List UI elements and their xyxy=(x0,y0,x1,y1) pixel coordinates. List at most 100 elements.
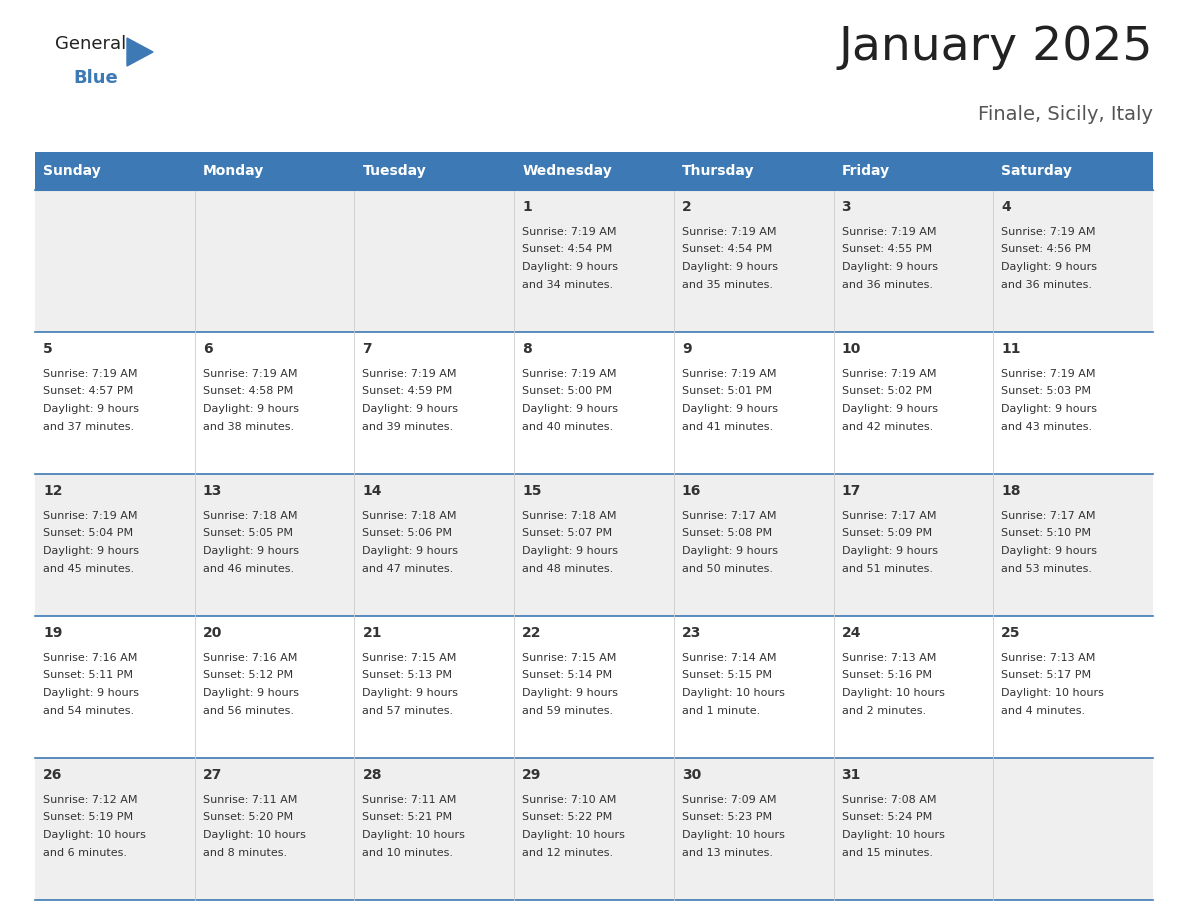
Text: Sunset: 4:55 PM: Sunset: 4:55 PM xyxy=(841,244,931,254)
Text: 27: 27 xyxy=(203,768,222,782)
Text: Daylight: 10 hours: Daylight: 10 hours xyxy=(203,830,305,840)
Text: Sunset: 5:06 PM: Sunset: 5:06 PM xyxy=(362,529,453,539)
Text: and 50 minutes.: and 50 minutes. xyxy=(682,564,773,574)
Text: 20: 20 xyxy=(203,626,222,640)
Text: Blue: Blue xyxy=(72,69,118,87)
Bar xyxy=(34,332,1154,474)
Text: Sunset: 5:17 PM: Sunset: 5:17 PM xyxy=(1001,670,1092,680)
Text: Sunrise: 7:13 AM: Sunrise: 7:13 AM xyxy=(841,653,936,663)
Text: 7: 7 xyxy=(362,342,372,356)
Text: and 35 minutes.: and 35 minutes. xyxy=(682,279,773,289)
Text: and 37 minutes.: and 37 minutes. xyxy=(43,421,134,431)
Text: 2: 2 xyxy=(682,200,691,214)
Text: and 1 minute.: and 1 minute. xyxy=(682,706,760,715)
Text: 11: 11 xyxy=(1001,342,1020,356)
Text: Finale, Sicily, Italy: Finale, Sicily, Italy xyxy=(978,105,1154,124)
Text: Daylight: 9 hours: Daylight: 9 hours xyxy=(203,546,298,556)
Text: Daylight: 9 hours: Daylight: 9 hours xyxy=(841,546,937,556)
Bar xyxy=(674,152,834,190)
Text: Daylight: 9 hours: Daylight: 9 hours xyxy=(841,404,937,414)
Text: Daylight: 9 hours: Daylight: 9 hours xyxy=(682,404,778,414)
Text: 4: 4 xyxy=(1001,200,1011,214)
Text: Sunrise: 7:19 AM: Sunrise: 7:19 AM xyxy=(1001,369,1095,379)
Text: Daylight: 10 hours: Daylight: 10 hours xyxy=(362,830,466,840)
Text: Sunrise: 7:18 AM: Sunrise: 7:18 AM xyxy=(523,511,617,521)
Text: Sunset: 5:19 PM: Sunset: 5:19 PM xyxy=(43,812,133,823)
Text: 5: 5 xyxy=(43,342,52,356)
Text: Daylight: 9 hours: Daylight: 9 hours xyxy=(203,404,298,414)
Text: General: General xyxy=(55,35,126,53)
Text: Daylight: 9 hours: Daylight: 9 hours xyxy=(1001,262,1098,272)
Text: and 4 minutes.: and 4 minutes. xyxy=(1001,706,1086,715)
Text: Sunset: 5:08 PM: Sunset: 5:08 PM xyxy=(682,529,772,539)
Text: Sunset: 4:54 PM: Sunset: 4:54 PM xyxy=(523,244,612,254)
Text: Sunrise: 7:19 AM: Sunrise: 7:19 AM xyxy=(523,369,617,379)
Text: and 46 minutes.: and 46 minutes. xyxy=(203,564,293,574)
Text: and 42 minutes.: and 42 minutes. xyxy=(841,421,933,431)
Text: Sunset: 5:24 PM: Sunset: 5:24 PM xyxy=(841,812,931,823)
Text: and 38 minutes.: and 38 minutes. xyxy=(203,421,293,431)
Text: Sunrise: 7:15 AM: Sunrise: 7:15 AM xyxy=(523,653,617,663)
Text: 3: 3 xyxy=(841,200,851,214)
Text: Sunrise: 7:18 AM: Sunrise: 7:18 AM xyxy=(203,511,297,521)
Text: 31: 31 xyxy=(841,768,861,782)
Text: 16: 16 xyxy=(682,484,701,498)
Text: and 54 minutes.: and 54 minutes. xyxy=(43,706,134,715)
Text: Sunset: 5:16 PM: Sunset: 5:16 PM xyxy=(841,670,931,680)
Text: Sunrise: 7:17 AM: Sunrise: 7:17 AM xyxy=(1001,511,1095,521)
Text: and 53 minutes.: and 53 minutes. xyxy=(1001,564,1092,574)
Text: Daylight: 9 hours: Daylight: 9 hours xyxy=(362,688,459,698)
Text: and 39 minutes.: and 39 minutes. xyxy=(362,421,454,431)
Text: Sunset: 5:02 PM: Sunset: 5:02 PM xyxy=(841,386,931,397)
Text: Sunset: 5:12 PM: Sunset: 5:12 PM xyxy=(203,670,292,680)
Text: Sunrise: 7:13 AM: Sunrise: 7:13 AM xyxy=(1001,653,1095,663)
Text: Daylight: 9 hours: Daylight: 9 hours xyxy=(1001,404,1098,414)
Text: Sunset: 4:54 PM: Sunset: 4:54 PM xyxy=(682,244,772,254)
Text: Daylight: 9 hours: Daylight: 9 hours xyxy=(523,546,618,556)
Text: Daylight: 9 hours: Daylight: 9 hours xyxy=(523,404,618,414)
Text: 26: 26 xyxy=(43,768,62,782)
Bar xyxy=(354,152,514,190)
Text: and 13 minutes.: and 13 minutes. xyxy=(682,847,773,857)
Text: Thursday: Thursday xyxy=(682,164,754,178)
Bar xyxy=(34,190,1154,332)
Text: Sunrise: 7:15 AM: Sunrise: 7:15 AM xyxy=(362,653,457,663)
Text: Sunrise: 7:12 AM: Sunrise: 7:12 AM xyxy=(43,795,138,805)
Text: Sunrise: 7:17 AM: Sunrise: 7:17 AM xyxy=(682,511,776,521)
Text: Sunset: 5:13 PM: Sunset: 5:13 PM xyxy=(362,670,453,680)
Text: Sunrise: 7:09 AM: Sunrise: 7:09 AM xyxy=(682,795,776,805)
Text: Sunrise: 7:10 AM: Sunrise: 7:10 AM xyxy=(523,795,617,805)
Text: Sunrise: 7:19 AM: Sunrise: 7:19 AM xyxy=(523,227,617,237)
Text: Sunrise: 7:19 AM: Sunrise: 7:19 AM xyxy=(203,369,297,379)
Text: Monday: Monday xyxy=(203,164,264,178)
Text: Sunday: Sunday xyxy=(43,164,101,178)
Text: 12: 12 xyxy=(43,484,63,498)
Bar xyxy=(834,152,993,190)
Bar xyxy=(993,152,1154,190)
Polygon shape xyxy=(127,38,153,66)
Text: Sunset: 5:15 PM: Sunset: 5:15 PM xyxy=(682,670,772,680)
Text: Sunrise: 7:11 AM: Sunrise: 7:11 AM xyxy=(203,795,297,805)
Text: Sunset: 4:57 PM: Sunset: 4:57 PM xyxy=(43,386,133,397)
Text: Sunset: 5:00 PM: Sunset: 5:00 PM xyxy=(523,386,612,397)
Text: 9: 9 xyxy=(682,342,691,356)
Text: January 2025: January 2025 xyxy=(839,25,1154,70)
Text: Saturday: Saturday xyxy=(1001,164,1072,178)
Text: Daylight: 9 hours: Daylight: 9 hours xyxy=(43,546,139,556)
Text: Sunrise: 7:19 AM: Sunrise: 7:19 AM xyxy=(1001,227,1095,237)
Text: Daylight: 9 hours: Daylight: 9 hours xyxy=(362,404,459,414)
Text: Sunrise: 7:18 AM: Sunrise: 7:18 AM xyxy=(362,511,457,521)
Bar xyxy=(195,152,354,190)
Text: 21: 21 xyxy=(362,626,381,640)
Text: Daylight: 10 hours: Daylight: 10 hours xyxy=(682,830,785,840)
Text: 15: 15 xyxy=(523,484,542,498)
Text: 22: 22 xyxy=(523,626,542,640)
Text: and 2 minutes.: and 2 minutes. xyxy=(841,706,925,715)
Text: and 36 minutes.: and 36 minutes. xyxy=(841,279,933,289)
Text: Tuesday: Tuesday xyxy=(362,164,426,178)
Text: Daylight: 9 hours: Daylight: 9 hours xyxy=(203,688,298,698)
Text: and 59 minutes.: and 59 minutes. xyxy=(523,706,613,715)
Text: and 36 minutes.: and 36 minutes. xyxy=(1001,279,1092,289)
Text: Daylight: 10 hours: Daylight: 10 hours xyxy=(682,688,785,698)
Text: Daylight: 9 hours: Daylight: 9 hours xyxy=(1001,546,1098,556)
